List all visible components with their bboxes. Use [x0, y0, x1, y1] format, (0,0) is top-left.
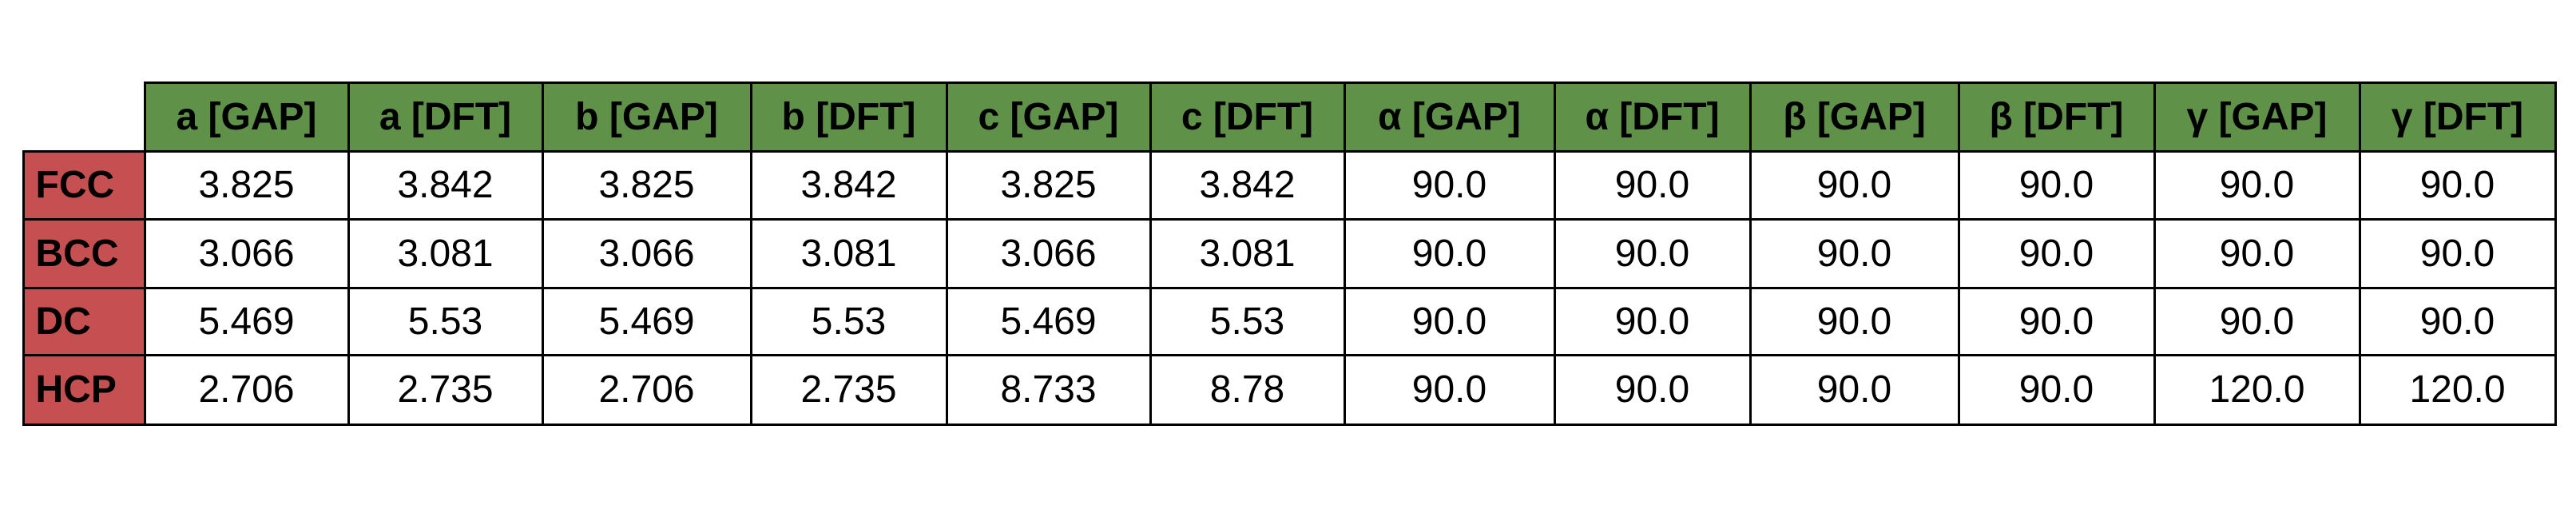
table-cell: 90.0: [1553, 149, 1752, 221]
table-cell: 5.53: [1149, 286, 1346, 356]
table-cell: 3.842: [749, 149, 948, 221]
table-cell: 8.733: [945, 353, 1152, 426]
table-cell: 90.0: [1957, 149, 2156, 221]
table-cell: 2.706: [541, 353, 752, 426]
table-cell: 5.53: [347, 286, 544, 356]
table-cell: 3.066: [541, 217, 752, 289]
table-cell: 3.842: [347, 149, 544, 221]
column-header: c [DFT]: [1149, 81, 1346, 153]
table-cell: 3.825: [541, 149, 752, 221]
table-cell: 3.066: [945, 217, 1152, 289]
column-header: b [GAP]: [541, 81, 752, 153]
column-header: a [DFT]: [347, 81, 544, 153]
table-cell: 90.0: [1748, 286, 1960, 356]
column-header: γ [GAP]: [2153, 81, 2361, 153]
table-cell: 90.0: [1957, 353, 2156, 426]
table-cell: 90.0: [1343, 217, 1556, 289]
table-cell: 90.0: [1957, 217, 2156, 289]
column-header: α [GAP]: [1343, 81, 1556, 153]
table-cell: 90.0: [1343, 286, 1556, 356]
table-cell: 3.066: [143, 217, 350, 289]
table-cell: 3.825: [945, 149, 1152, 221]
row-label: BCC: [22, 217, 146, 289]
column-header: β [GAP]: [1748, 81, 1960, 153]
table-cell: 90.0: [2358, 149, 2557, 221]
table-cell: 90.0: [2358, 286, 2557, 356]
table-cell: 2.735: [749, 353, 948, 426]
table-cell: 90.0: [1748, 353, 1960, 426]
table-cell: 5.469: [541, 286, 752, 356]
table-cell: 2.735: [347, 353, 544, 426]
table-cell: 90.0: [1343, 353, 1556, 426]
table-cell: 90.0: [1748, 149, 1960, 221]
table-cell: 3.081: [749, 217, 948, 289]
row-label: HCP: [22, 353, 146, 426]
column-header: b [DFT]: [749, 81, 948, 153]
column-header: γ [DFT]: [2358, 81, 2557, 153]
row-label: DC: [22, 286, 146, 356]
table-cell: 90.0: [2153, 286, 2361, 356]
table-cell: 3.842: [1149, 149, 1346, 221]
column-header: a [GAP]: [143, 81, 350, 153]
table-cell: 3.081: [1149, 217, 1346, 289]
table-cell: 90.0: [2358, 217, 2557, 289]
row-label: FCC: [22, 149, 146, 221]
table-cell: 90.0: [1553, 217, 1752, 289]
table-cell: 5.469: [945, 286, 1152, 356]
table-cell: 120.0: [2358, 353, 2557, 426]
table-cell: 5.469: [143, 286, 350, 356]
table-cell: 2.706: [143, 353, 350, 426]
table-cell: 8.78: [1149, 353, 1346, 426]
column-header: c [GAP]: [945, 81, 1152, 153]
table-cell: 3.825: [143, 149, 350, 221]
table-cell: 3.081: [347, 217, 544, 289]
table-cell: 90.0: [1343, 149, 1556, 221]
table-cell: 90.0: [2153, 149, 2361, 221]
column-header: α [DFT]: [1553, 81, 1752, 153]
table-cell: 5.53: [749, 286, 948, 356]
table-cell: 90.0: [1957, 286, 2156, 356]
table-cell: 90.0: [2153, 217, 2361, 289]
column-header: β [DFT]: [1957, 81, 2156, 153]
table-cell: 120.0: [2153, 353, 2361, 426]
table-cell: 90.0: [1748, 217, 1960, 289]
table-cell: 90.0: [1553, 286, 1752, 356]
table-cell: 90.0: [1553, 353, 1752, 426]
